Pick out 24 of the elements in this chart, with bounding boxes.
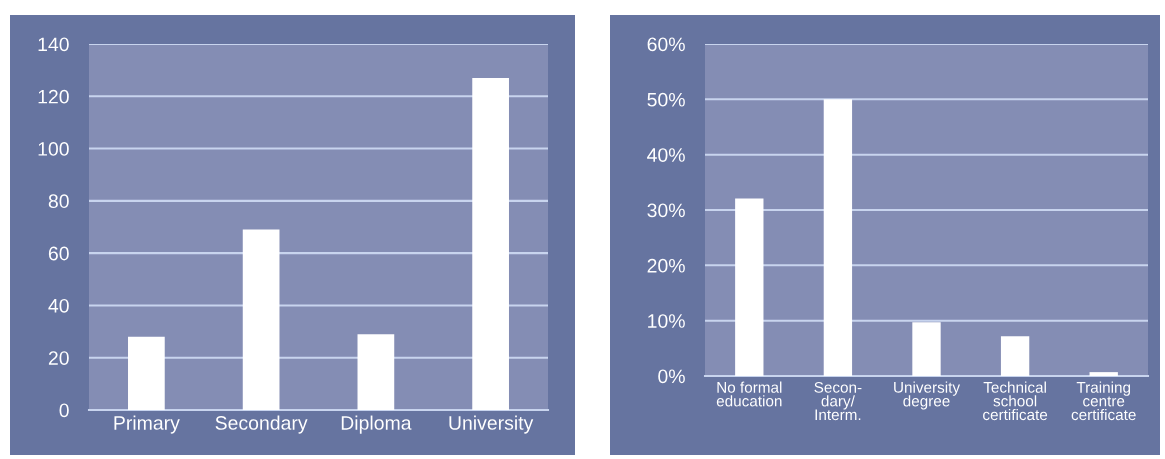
y-tick-label: 100 [38,142,69,156]
x-tick-label: Secondary [215,415,308,434]
y-tick-label: 50% [647,92,685,107]
x-tick-label: Secon- dary/ Interm. [814,381,862,421]
y-tick-label: 60% [647,37,685,52]
y-tick-label: 40% [647,148,685,162]
y-tick-label: 20% [647,258,685,273]
y-tick-label: 30% [647,203,685,218]
y-tick-label: 80 [48,194,69,209]
x-tick-label: University [449,415,534,434]
y-tick-label: 20 [48,351,69,365]
y-tick-label: 0% [658,369,685,384]
y-tick-label: 120 [38,89,69,104]
x-tick-label: Training centre certificate [1071,381,1136,421]
y-tick-label: 140 [38,37,69,52]
x-tick-label: Diploma [341,415,412,434]
y-tick-label: 10% [648,314,685,328]
x-tick-label: Technical school certificate [983,381,1048,421]
y-tick-label: 60 [48,246,69,261]
y-tick-label: 40 [48,298,69,313]
x-tick-label: Primary [114,415,180,434]
x-tick-label: University degree [894,381,960,410]
y-tick-label: 0 [59,403,69,418]
x-tick-label: No formal education [716,381,782,407]
